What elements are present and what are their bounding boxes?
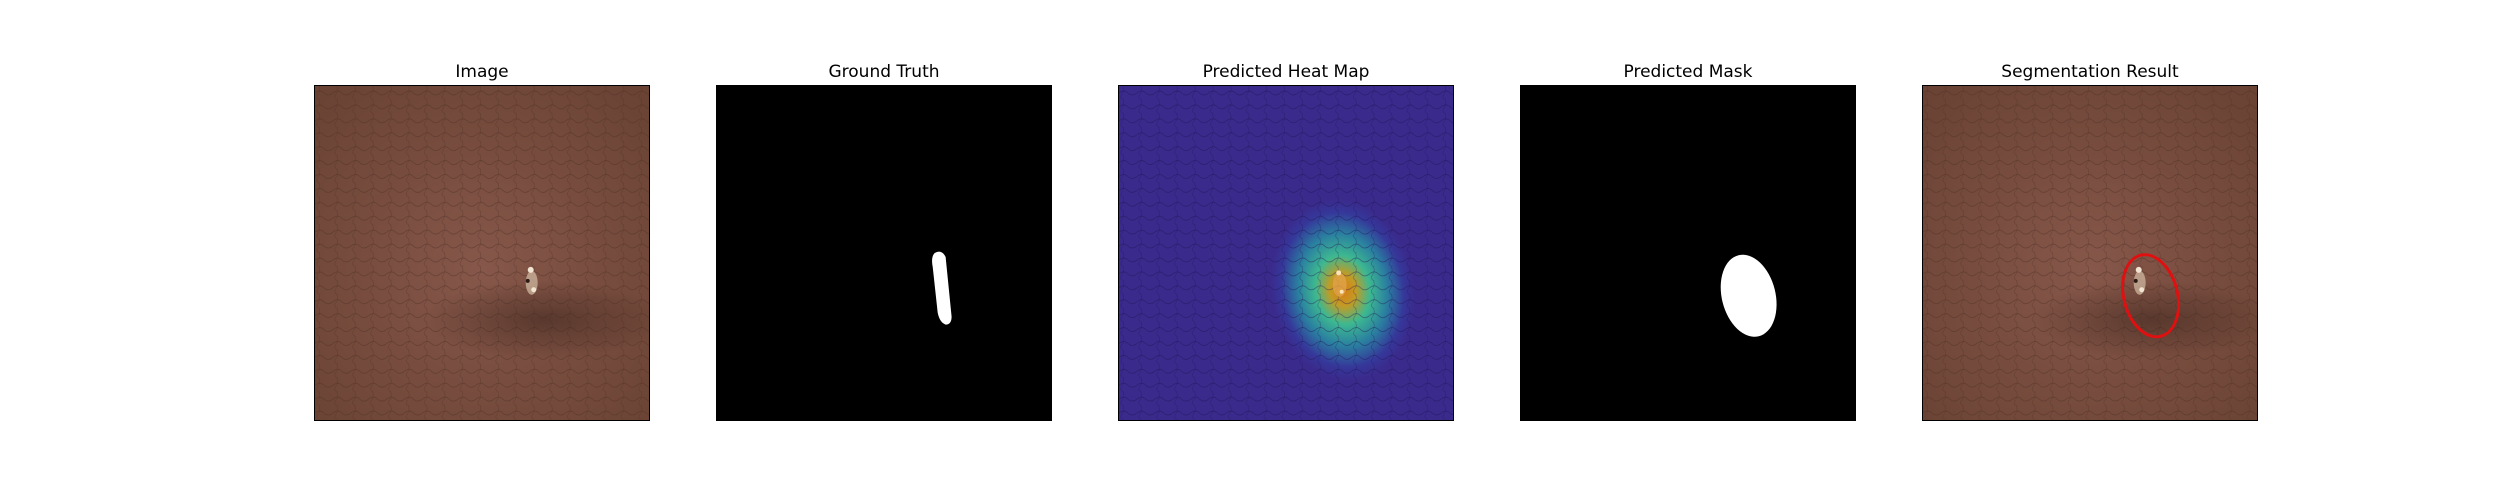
predicted-mask-region: [1720, 254, 1777, 337]
heat-hotspot: [1332, 270, 1347, 297]
panel-title-ground-truth: Ground Truth: [828, 62, 940, 82]
predicted-mask: [1521, 86, 1855, 420]
ground-truth-frame: [716, 85, 1052, 421]
panel-title-segmentation-result: Segmentation Result: [2001, 62, 2179, 82]
predicted-mask-frame: [1520, 85, 1856, 421]
panel-predicted-mask: Predicted Mask: [1520, 60, 1856, 421]
panel-title-predicted-mask: Predicted Mask: [1623, 62, 1753, 82]
panel-ground-truth: Ground Truth: [716, 60, 1052, 421]
heat-map-frame: [1118, 85, 1454, 421]
heat-map: [1119, 86, 1453, 420]
image-frame: [314, 85, 650, 421]
leather-image: [315, 86, 649, 420]
panel-heat-map: Predicted Heat Map: [1118, 60, 1454, 421]
panel-title-heat-map: Predicted Heat Map: [1202, 62, 1370, 82]
panel-title-image: Image: [455, 62, 509, 82]
defect-spot: [525, 266, 538, 295]
panel-image: Image: [314, 60, 650, 421]
segmentation-result-frame: [1922, 85, 2258, 421]
defect-spot: [2133, 266, 2146, 295]
segmentation-result: [1923, 86, 2257, 420]
ground-truth-mask: [717, 86, 1051, 420]
segmentation-outline: [2121, 253, 2181, 339]
ground-truth-region: [932, 251, 952, 325]
panel-segmentation-result: Segmentation Result: [1922, 60, 2258, 421]
